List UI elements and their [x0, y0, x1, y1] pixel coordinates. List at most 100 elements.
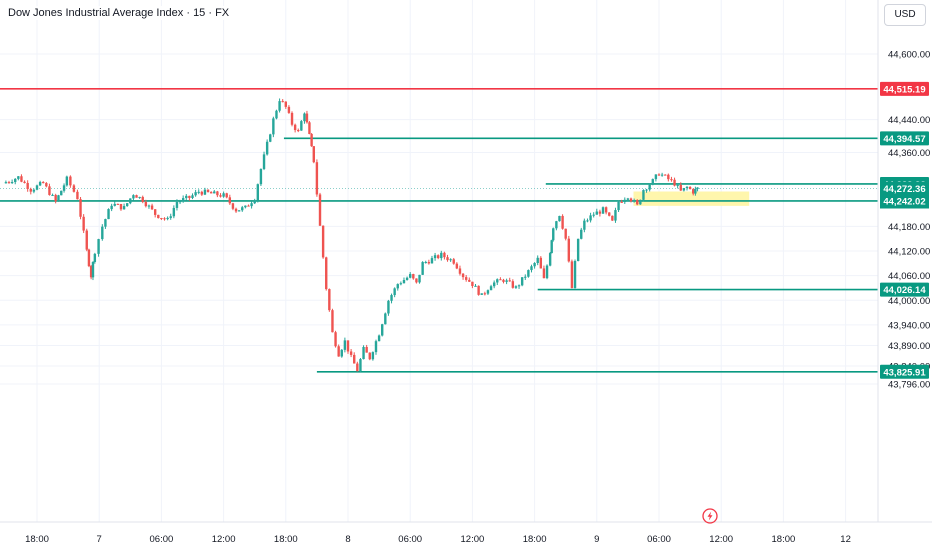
svg-text:44,394.57: 44,394.57: [883, 134, 925, 145]
candle: [213, 189, 216, 194]
candle: [614, 207, 617, 223]
candle: [573, 259, 577, 289]
price-tag: 44,242.02: [880, 193, 929, 208]
candle: [636, 199, 639, 206]
candle: [458, 265, 462, 276]
candle: [536, 255, 539, 266]
candle: [82, 214, 85, 234]
candle: [464, 275, 468, 282]
candle: [20, 174, 23, 183]
candle: [129, 198, 132, 205]
candle: [60, 190, 63, 196]
candle: [443, 251, 446, 260]
candle: [396, 283, 399, 291]
candle: [185, 194, 188, 201]
candle: [7, 180, 11, 184]
candle: [365, 344, 368, 353]
candle: [113, 201, 116, 207]
candle: [172, 205, 176, 219]
candle: [670, 176, 673, 182]
candle: [604, 206, 608, 215]
entry-zone-rect[interactable]: [633, 191, 750, 206]
candle: [508, 277, 511, 282]
candle: [188, 195, 191, 201]
candle: [287, 105, 291, 114]
candle: [349, 349, 353, 358]
candle: [132, 194, 135, 201]
candle: [555, 220, 558, 231]
candle: [315, 159, 319, 197]
candle: [474, 283, 477, 287]
time-tick-label: 9: [594, 534, 599, 545]
candle: [368, 352, 371, 361]
candle: [107, 208, 110, 220]
candle: [281, 99, 284, 103]
time-tick-label: 18:00: [25, 534, 49, 545]
candle: [688, 186, 692, 190]
candle: [405, 276, 409, 281]
candle: [312, 146, 315, 164]
candle: [576, 238, 580, 262]
candle: [23, 180, 26, 184]
candle: [629, 197, 633, 203]
candle: [654, 174, 658, 182]
candle: [492, 280, 496, 289]
candle: [225, 192, 228, 199]
candle: [387, 299, 390, 316]
candle: [340, 348, 343, 358]
candle: [250, 201, 253, 209]
candle: [564, 228, 567, 241]
candle: [197, 189, 200, 195]
candle: [412, 273, 415, 280]
candle: [69, 175, 72, 188]
candle: [446, 254, 449, 262]
candle: [72, 184, 76, 193]
candle: [384, 312, 387, 325]
candle: [673, 177, 676, 187]
candle: [303, 112, 306, 124]
candle: [272, 116, 275, 138]
candle: [449, 258, 452, 262]
candle: [119, 203, 123, 211]
candle: [601, 206, 605, 214]
time-tick-label: 18:00: [274, 534, 298, 545]
time-axis[interactable]: 18:00 7 06:00 12:00 18:00 8 06:00 12:00 18:00 9 06…: [25, 534, 851, 545]
candle: [163, 217, 166, 221]
candle: [231, 202, 235, 211]
candle: [104, 218, 107, 229]
candle: [321, 225, 325, 259]
price-tick-label: 44,060.00: [888, 271, 930, 282]
time-tick-label: 12:00: [461, 534, 485, 545]
time-tick-label: 12:00: [709, 534, 733, 545]
candle: [598, 209, 602, 217]
candle: [85, 228, 88, 252]
candle: [409, 272, 412, 279]
candle: [157, 214, 160, 219]
candle: [278, 98, 281, 113]
candle: [17, 176, 20, 181]
lightning-icon[interactable]: [702, 508, 718, 524]
time-tick-label: 06:00: [647, 534, 671, 545]
candle: [87, 248, 91, 268]
candle: [505, 278, 508, 285]
candle: [219, 193, 222, 198]
svg-text:44,515.19: 44,515.19: [883, 84, 925, 95]
candle: [297, 128, 300, 133]
candle: [259, 168, 263, 187]
candle: [418, 274, 421, 284]
time-tick-label: 06:00: [398, 534, 422, 545]
entry-zone[interactable]: [633, 191, 750, 206]
candle: [580, 227, 583, 240]
price-axis[interactable]: 44,600.00 44,440.00 44,360.00 44,180.00 44,1…: [888, 50, 930, 391]
price-tick-label: 44,120.00: [888, 247, 930, 258]
candle: [62, 183, 66, 193]
candle: [290, 111, 294, 127]
currency-button[interactable]: USD: [884, 4, 926, 26]
horizontal-levels[interactable]: [0, 88, 878, 373]
candle: [14, 178, 17, 185]
candle: [550, 239, 553, 254]
candle: [141, 195, 144, 204]
candle: [194, 189, 197, 197]
candle: [334, 330, 337, 348]
